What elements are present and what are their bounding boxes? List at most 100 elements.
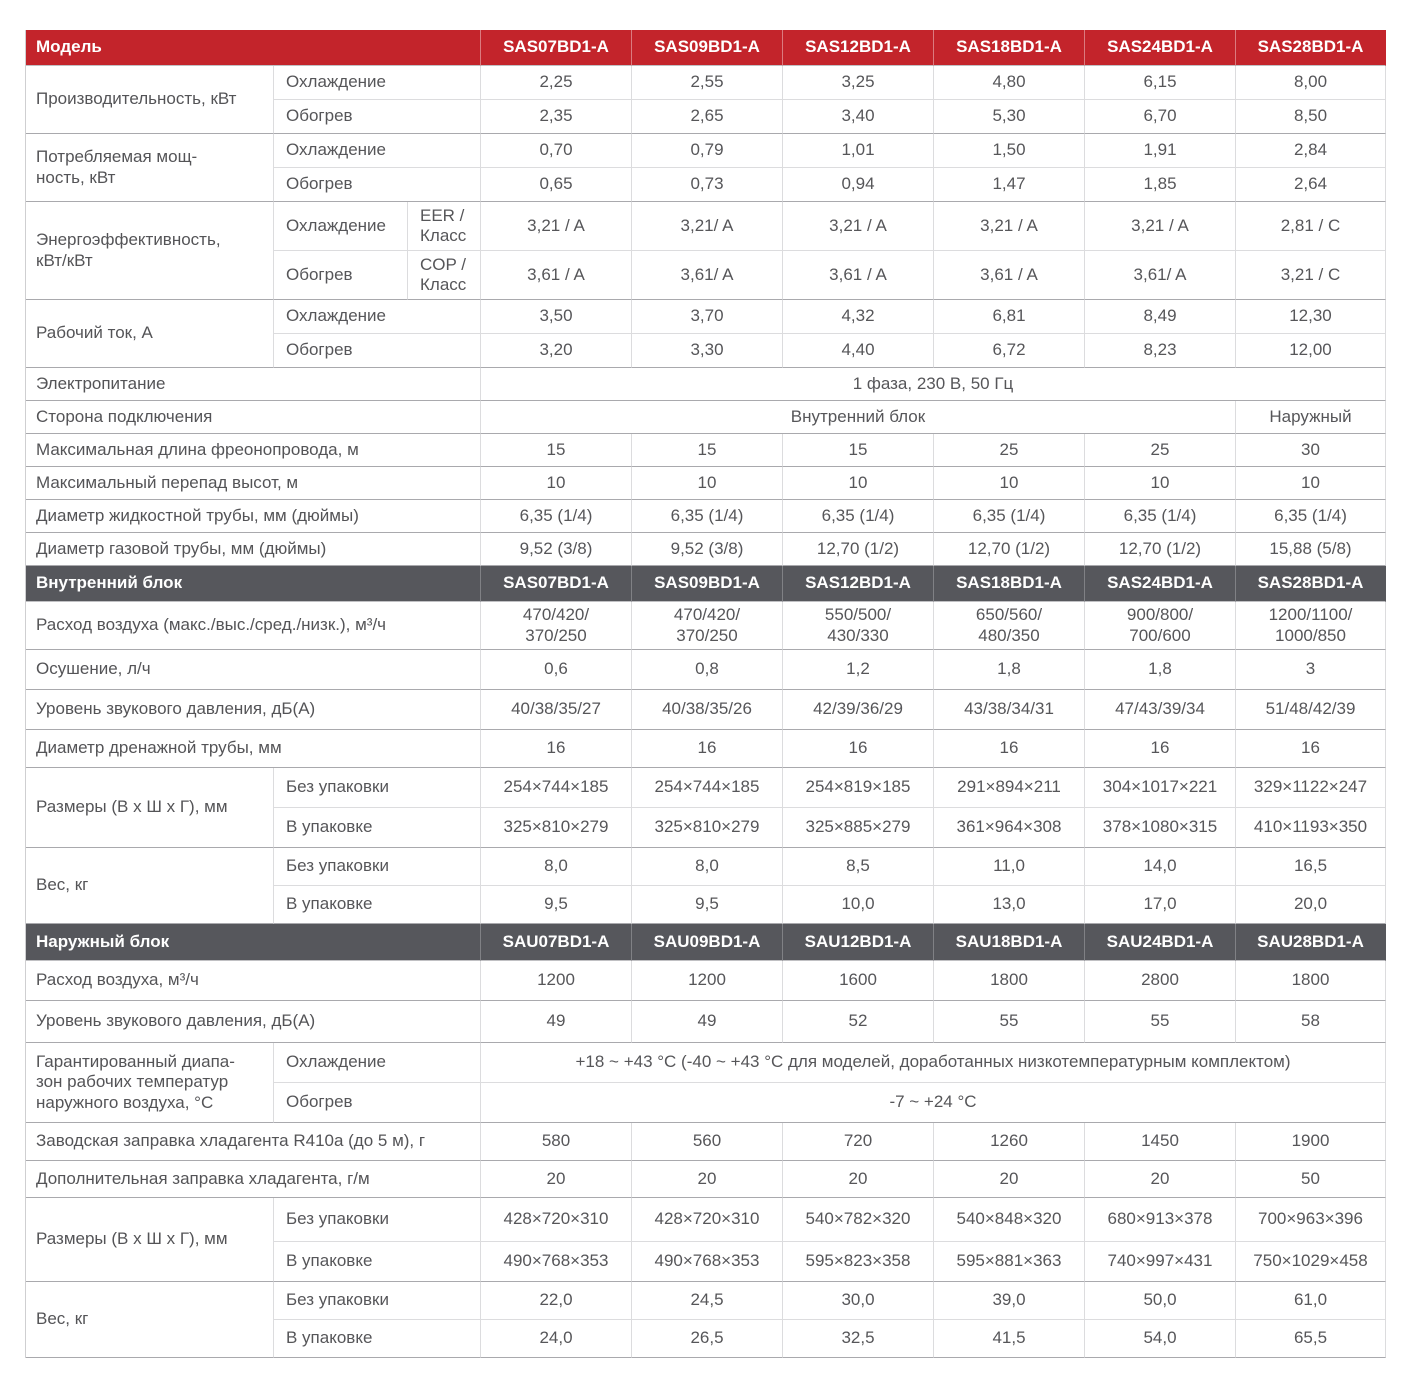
sublabel-cooling: Охлаждение: [274, 300, 481, 334]
value-cell: 22,0: [481, 1282, 632, 1320]
value-cell: 3,40: [783, 100, 934, 134]
value-cell: 58: [1236, 1001, 1386, 1043]
value-cell: 6,35 (1/4): [632, 500, 783, 533]
value-cell: 700×963×396: [1236, 1198, 1386, 1242]
value-cell: 1600: [783, 961, 934, 1001]
model-header-cell: SAS28BD1-A: [1236, 30, 1386, 66]
value-cell: 10: [1236, 467, 1386, 500]
row-label-power-supply: Электропитание: [26, 368, 481, 401]
value-cell: 1800: [1236, 961, 1386, 1001]
value-cell: 8,0: [632, 848, 783, 886]
value-cell: 8,0: [481, 848, 632, 886]
value-cell: 2,65: [632, 100, 783, 134]
value-cell: 650/560/ 480/350: [934, 602, 1085, 650]
outdoor-model-cell: SAU24BD1-A: [1085, 924, 1236, 961]
value-cell: 4,40: [783, 334, 934, 368]
row-current-cooling: Рабочий ток, А Охлаждение 3,50 3,70 4,32 6,…: [26, 300, 1386, 368]
row-label-drain-pipe: Диаметр дренажной трубы, мм: [26, 730, 481, 768]
sublabel-cooling: Охлаждение: [274, 134, 481, 168]
value-cell: 428×720×310: [632, 1198, 783, 1242]
row-outdoor-sound: Уровень звукового давления, дБ(А) 49 49 52…: [26, 1001, 1386, 1043]
value-cell: 0,94: [783, 168, 934, 202]
value-cell: 720: [783, 1123, 934, 1161]
value-cell: 16: [1236, 730, 1386, 768]
value-cell: 470/420/ 370/250: [632, 602, 783, 650]
sublabel-cop: COP / Класс: [408, 251, 481, 300]
sublabel-cooling: Охлаждение: [274, 202, 408, 251]
sublabel-heating: Обогрев: [274, 1083, 481, 1123]
sublabel-unpacked: Без упаковки: [274, 768, 481, 808]
power-supply-value: 1 фаза, 230 В, 50 Гц: [481, 368, 1386, 401]
value-cell: 16: [783, 730, 934, 768]
indoor-model-cell: SAS28BD1-A: [1236, 566, 1386, 602]
value-cell: 20: [632, 1161, 783, 1198]
value-cell: 6,72: [934, 334, 1085, 368]
sublabel-cooling: Охлаждение: [274, 1043, 481, 1083]
value-cell: 3,21 / A: [481, 202, 632, 251]
sublabel-unpacked: Без упаковки: [274, 1282, 481, 1320]
model-header-cell: SAS09BD1-A: [632, 30, 783, 66]
value-cell: 3,61 / A: [481, 251, 632, 300]
row-label-indoor-sound: Уровень звукового давления, дБ(А): [26, 690, 481, 730]
row-label-factory-charge: Заводская заправка хладагента R410a (до …: [26, 1123, 481, 1161]
value-cell: 254×744×185: [632, 768, 783, 808]
value-cell: 470/420/ 370/250: [481, 602, 632, 650]
row-capacity-heating: Обогрев 2,35 2,65 3,40 5,30 6,70 8,50: [26, 100, 1386, 134]
temp-heating-value: -7 ~ +24 °С: [481, 1083, 1386, 1123]
model-header-cell: SAS12BD1-A: [783, 30, 934, 66]
value-cell: 6,35 (1/4): [934, 500, 1085, 533]
connection-outdoor-value: Наружный: [1236, 401, 1386, 434]
sublabel-packed: В упаковке: [274, 886, 481, 924]
row-temp-cooling: Гарантированный диапа- зон рабочих темпе…: [26, 1043, 1386, 1123]
value-cell: 6,35 (1/4): [1085, 500, 1236, 533]
model-header-cell: SAS07BD1-A: [481, 30, 632, 66]
value-cell: 8,23: [1085, 334, 1236, 368]
value-cell: 3,70: [632, 300, 783, 334]
outdoor-section-label: Наружный блок: [26, 924, 481, 961]
indoor-model-cell: SAS18BD1-A: [934, 566, 1085, 602]
row-label-capacity: Производительность, кВт: [26, 66, 274, 134]
row-indoor-weight-packed: В упаковке 9,5 9,5 10,0 13,0 17,0 20,0: [26, 886, 1386, 924]
row-indoor-airflow: Расход воздуха (макс./выс./сред./низк.),…: [26, 602, 1386, 650]
value-cell: 9,52 (3/8): [481, 533, 632, 566]
indoor-model-cell: SAS12BD1-A: [783, 566, 934, 602]
row-liquid-pipe: Диаметр жидкостной трубы, мм (дюймы) 6,3…: [26, 500, 1386, 533]
row-label-outdoor-sound: Уровень звукового давления, дБ(А): [26, 1001, 481, 1043]
sublabel-unpacked: Без упаковки: [274, 848, 481, 886]
row-factory-charge: Заводская заправка хладагента R410a (до …: [26, 1123, 1386, 1161]
row-outdoor-dims-packed: В упаковке 490×768×353 490×768×353 595×823…: [26, 1242, 1386, 1282]
value-cell: 20: [481, 1161, 632, 1198]
value-cell: 291×894×211: [934, 768, 1085, 808]
row-label-indoor-dims: Размеры (В х Ш х Г), мм: [26, 768, 274, 848]
value-cell: 550/500/ 430/330: [783, 602, 934, 650]
row-outdoor-airflow: Расход воздуха, м³/ч 1200 1200 1600 1800 280…: [26, 961, 1386, 1001]
value-cell: 3,21 / C: [1236, 251, 1386, 300]
value-cell: 560: [632, 1123, 783, 1161]
value-cell: 54,0: [1085, 1320, 1236, 1358]
row-current-heating: Обогрев 3,20 3,30 4,40 6,72 8,23 12,00: [26, 334, 1386, 368]
value-cell: 15,88 (5/8): [1236, 533, 1386, 566]
value-cell: 1,47: [934, 168, 1085, 202]
value-cell: 410×1193×350: [1236, 808, 1386, 848]
value-cell: 15: [481, 434, 632, 467]
value-cell: 26,5: [632, 1320, 783, 1358]
model-header-cell: SAS18BD1-A: [934, 30, 1085, 66]
value-cell: 6,81: [934, 300, 1085, 334]
value-cell: 51/48/42/39: [1236, 690, 1386, 730]
value-cell: 50: [1236, 1161, 1386, 1198]
value-cell: 595×881×363: [934, 1242, 1085, 1282]
value-cell: 9,5: [481, 886, 632, 924]
sublabel-packed: В упаковке: [274, 808, 481, 848]
value-cell: 378×1080×315: [1085, 808, 1236, 848]
value-cell: 3,61/ A: [1085, 251, 1236, 300]
value-cell: 2,81 / C: [1236, 202, 1386, 251]
value-cell: 40/38/35/26: [632, 690, 783, 730]
value-cell: 325×810×279: [632, 808, 783, 848]
value-cell: 43/38/34/31: [934, 690, 1085, 730]
sublabel-eer: EER / Класс: [408, 202, 481, 251]
value-cell: 0,70: [481, 134, 632, 168]
value-cell: 0,6: [481, 650, 632, 690]
row-label-indoor-weight: Вес, кг: [26, 848, 274, 924]
row-additional-charge: Дополнительная заправка хладагента, г/м …: [26, 1161, 1386, 1198]
outdoor-model-cell: SAU09BD1-A: [632, 924, 783, 961]
